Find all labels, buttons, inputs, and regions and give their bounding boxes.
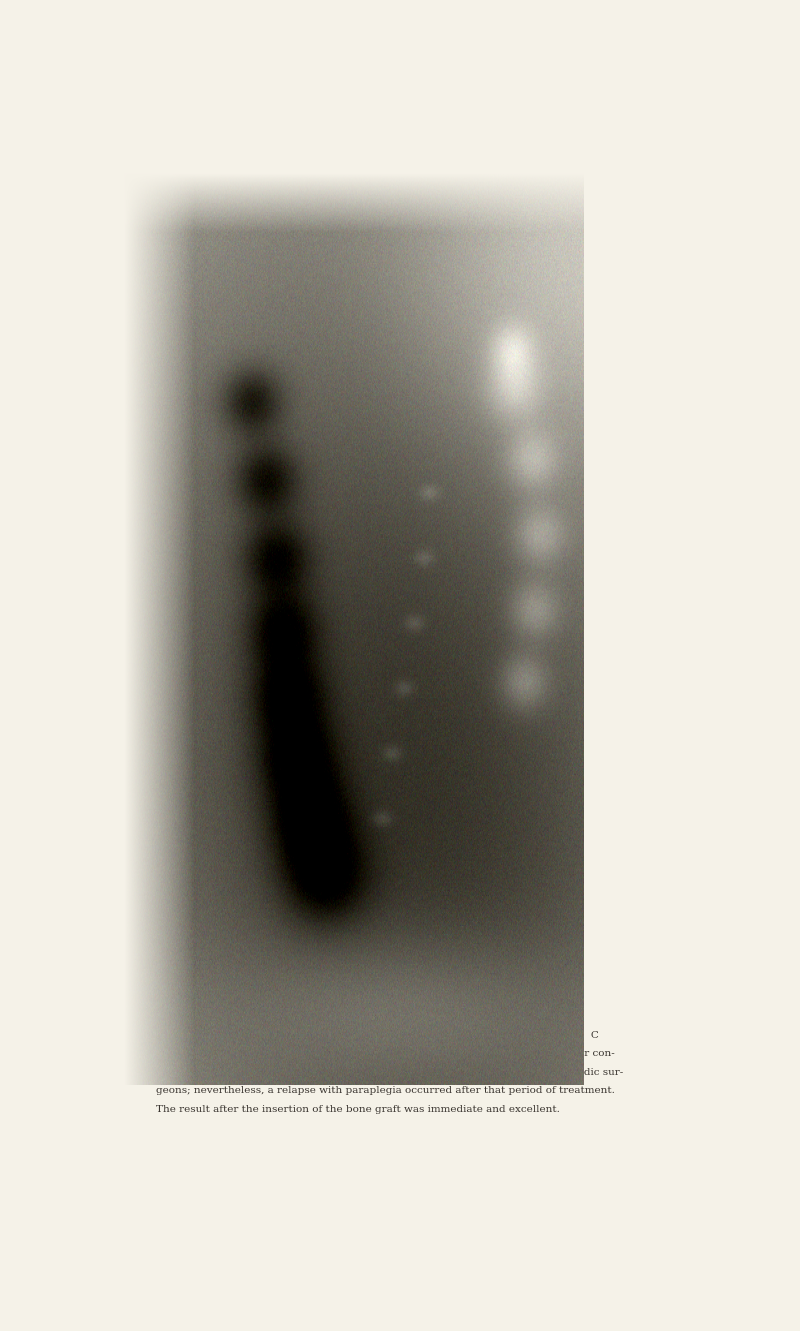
Text: A: A — [397, 519, 438, 534]
Text: indicates the saw cuts in the marrow side of the graft.   This case had been  un: indicates the saw cuts in the marrow sid… — [156, 1049, 614, 1058]
Text: The result after the insertion of the bone graft was immediate and excellent.: The result after the insertion of the bo… — [156, 1105, 560, 1114]
Text: C: C — [205, 631, 216, 646]
Text: 94: 94 — [150, 240, 169, 254]
Text: geons; nevertheless, a relapse with paraplegia occurred after that period of tre: geons; nevertheless, a relapse with para… — [156, 1086, 614, 1095]
Text: servative  treatment 17  years as a private case by two  very competent orthopae: servative treatment 17 years as a privat… — [156, 1067, 623, 1077]
Text: BONE-GRAFT SURGERY: BONE-GRAFT SURGERY — [314, 240, 506, 254]
Text: B: B — [363, 954, 387, 980]
Text: illustrative of the extreme degree to which an adult tibial bone graft can be be: illustrative of the extreme degree to wh… — [156, 1030, 598, 1040]
Text: Fig. 51.—Lateral  röntgenogram  of  a  spine  of  a  man  22  years  old,  which: Fig. 51.—Lateral röntgenogram of a spine… — [156, 1013, 582, 1021]
